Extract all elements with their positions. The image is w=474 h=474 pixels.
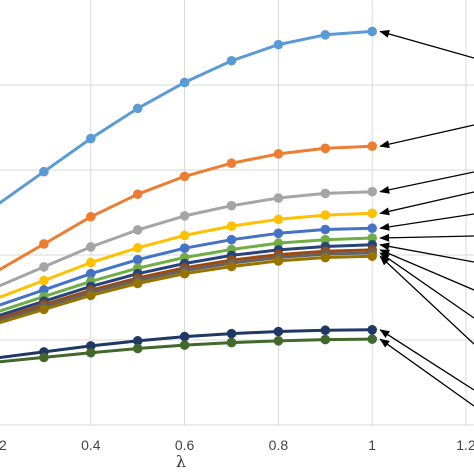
data-point bbox=[367, 325, 378, 335]
data-point bbox=[39, 239, 49, 249]
series-10 bbox=[0, 251, 378, 325]
data-point bbox=[320, 252, 331, 263]
data-point bbox=[226, 200, 237, 211]
data-point bbox=[179, 171, 190, 182]
data-point bbox=[132, 336, 143, 346]
data-point bbox=[86, 211, 96, 222]
annotation-arrow bbox=[379, 191, 474, 216]
data-point bbox=[39, 166, 49, 177]
data-point bbox=[179, 243, 190, 253]
data-point bbox=[273, 214, 284, 225]
data-point bbox=[39, 304, 49, 315]
data-point bbox=[226, 234, 237, 245]
data-point bbox=[367, 26, 378, 37]
data-point bbox=[367, 141, 378, 151]
data-point bbox=[320, 188, 331, 199]
data-point bbox=[179, 230, 190, 241]
annotation-arrow bbox=[379, 255, 474, 345]
grid bbox=[0, 0, 474, 426]
data-point bbox=[86, 341, 96, 351]
data-point bbox=[273, 336, 284, 346]
series-12 bbox=[0, 334, 378, 364]
data-point bbox=[86, 257, 96, 268]
data-point bbox=[39, 352, 49, 363]
series-2 bbox=[0, 141, 378, 272]
data-point bbox=[320, 334, 331, 345]
x-tick-label: 1.2 bbox=[456, 437, 474, 453]
data-point bbox=[273, 149, 284, 159]
annotation-arrow bbox=[379, 30, 474, 59]
data-point bbox=[273, 193, 284, 203]
data-point bbox=[320, 143, 331, 154]
data-point bbox=[179, 340, 190, 350]
data-point bbox=[226, 55, 237, 66]
annotation-arrow bbox=[379, 249, 474, 291]
series-4 bbox=[0, 208, 378, 299]
data-point bbox=[39, 275, 49, 286]
x-tick-label: 0.4 bbox=[81, 437, 101, 453]
series-3 bbox=[0, 186, 378, 288]
data-point bbox=[273, 39, 284, 50]
annotation-arrow bbox=[379, 124, 474, 149]
series-5 bbox=[0, 223, 378, 307]
x-tick-labels: 0.2 0.4 0.6 0.8 1 1.2 bbox=[0, 437, 474, 453]
data-point bbox=[367, 223, 378, 234]
data-point bbox=[273, 238, 284, 248]
data-point bbox=[179, 268, 190, 279]
annotation-arrow bbox=[379, 242, 474, 263]
data-point bbox=[367, 208, 378, 219]
data-point bbox=[179, 211, 190, 221]
annotation-arrow bbox=[379, 338, 474, 407]
data-point bbox=[226, 261, 237, 272]
x-tick-label: 0.8 bbox=[269, 437, 289, 453]
x-tick-label: 1 bbox=[368, 437, 376, 453]
data-point bbox=[39, 262, 49, 272]
series-group bbox=[0, 26, 378, 364]
data-point bbox=[132, 189, 143, 200]
annotation-arrow bbox=[379, 213, 474, 231]
data-point bbox=[320, 325, 331, 336]
data-point bbox=[132, 225, 143, 235]
data-point bbox=[86, 242, 96, 252]
data-point bbox=[367, 186, 378, 197]
x-tick-label: 0.6 bbox=[175, 437, 195, 453]
annotation-arrows bbox=[379, 30, 474, 407]
annotation-arrow bbox=[379, 171, 474, 194]
data-point bbox=[273, 256, 284, 266]
data-point bbox=[86, 347, 96, 358]
series-11 bbox=[0, 325, 378, 360]
data-point bbox=[86, 133, 96, 144]
data-point bbox=[226, 158, 237, 168]
data-point bbox=[320, 224, 331, 235]
annotation-arrow bbox=[379, 329, 474, 391]
data-point bbox=[320, 30, 331, 40]
data-point bbox=[132, 242, 143, 253]
data-point bbox=[86, 290, 96, 301]
data-point bbox=[367, 334, 378, 344]
data-point bbox=[132, 343, 143, 354]
data-point bbox=[367, 233, 378, 243]
annotation-arrow bbox=[379, 252, 474, 319]
data-point bbox=[226, 328, 237, 339]
data-point bbox=[39, 285, 49, 295]
data-point bbox=[320, 210, 331, 220]
x-axis-label: λ bbox=[176, 452, 186, 471]
data-point bbox=[273, 228, 284, 239]
series-1 bbox=[0, 26, 378, 205]
data-point bbox=[132, 278, 143, 289]
data-point bbox=[367, 251, 378, 262]
data-point bbox=[273, 326, 284, 337]
annotation-arrow bbox=[379, 233, 474, 242]
data-point bbox=[226, 221, 237, 231]
data-point bbox=[132, 254, 143, 265]
data-point bbox=[226, 337, 237, 348]
data-point bbox=[86, 268, 96, 279]
data-point bbox=[179, 331, 190, 342]
x-tick-label: 0.2 bbox=[0, 437, 7, 453]
data-point bbox=[320, 234, 331, 245]
data-point bbox=[132, 103, 143, 114]
data-point bbox=[179, 77, 190, 88]
